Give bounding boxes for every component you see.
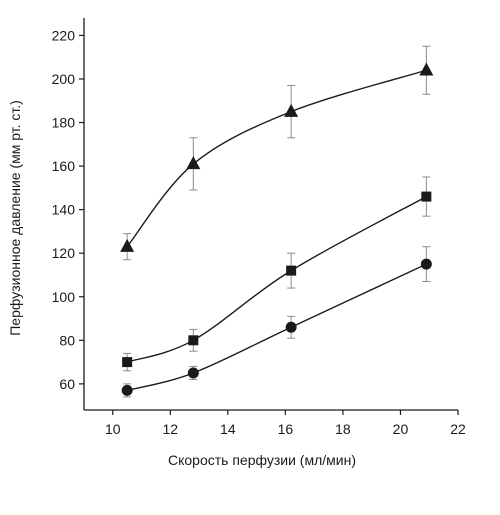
y-tick-label: 120 (52, 245, 76, 261)
x-axis-label: Скорость перфузии (мл/мин) (168, 452, 356, 468)
y-tick-label: 60 (59, 376, 75, 392)
y-tick-label: 160 (52, 158, 76, 174)
y-tick-label: 180 (52, 115, 76, 131)
series-square-curve (126, 195, 427, 363)
y-axis-label: Перфузионное давление (мм рт. ст.) (7, 100, 23, 336)
triangle-marker (186, 156, 201, 170)
square-marker (122, 357, 133, 368)
y-tick-label: 220 (52, 27, 76, 43)
triangle-marker (284, 103, 299, 117)
circle-marker (121, 384, 133, 396)
square-marker (421, 191, 432, 202)
square-marker (188, 335, 199, 346)
x-tick-label: 14 (220, 421, 236, 437)
x-tick-label: 22 (450, 421, 466, 437)
y-tick-label: 80 (59, 332, 75, 348)
x-tick-label: 12 (163, 421, 179, 437)
circle-marker (187, 367, 199, 379)
series-circle-curve (126, 263, 427, 392)
x-tick-label: 20 (393, 421, 409, 437)
y-tick-label: 140 (52, 202, 76, 218)
square-marker (286, 265, 297, 276)
x-tick-label: 18 (335, 421, 351, 437)
triangle-marker (419, 62, 434, 76)
circle-marker (285, 321, 297, 333)
circle-marker (420, 258, 432, 270)
series-triangle-curve (126, 69, 427, 248)
tick-labels: 10 12 14 16 18 20 22 60 80 100 120 140 160 180 200 220 (52, 27, 466, 437)
x-tick-label: 10 (105, 421, 121, 437)
fit-curves (126, 69, 427, 392)
error-bars (123, 45, 431, 398)
data-markers (120, 62, 434, 396)
y-tick-label: 200 (52, 71, 76, 87)
axes (79, 18, 459, 415)
triangle-marker (120, 238, 135, 252)
y-tick-label: 100 (52, 289, 76, 305)
x-tick-label: 16 (278, 421, 294, 437)
